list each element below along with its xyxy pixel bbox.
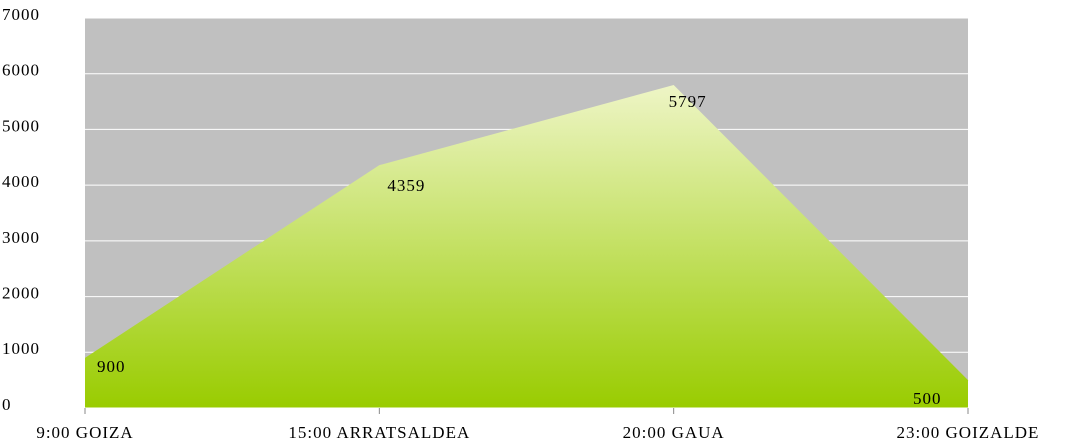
x-tick-label: 20:00 GAUA (623, 423, 725, 442)
x-tick-label: 23:00 GOIZALDE (897, 423, 1040, 442)
data-label: 900 (97, 357, 126, 376)
y-tick-label: 3000 (2, 228, 40, 247)
y-tick-label: 4000 (2, 172, 40, 191)
y-tick-label: 6000 (2, 61, 40, 80)
x-tick-label: 9:00 GOIZA (36, 423, 133, 442)
x-tick-label: 15:00 ARRATSALDEA (288, 423, 470, 442)
data-label: 5797 (669, 92, 707, 111)
y-tick-label: 0 (2, 395, 12, 414)
y-tick-label: 1000 (2, 339, 40, 358)
y-tick-label: 7000 (2, 5, 40, 24)
area (85, 85, 968, 408)
y-tick-label: 2000 (2, 283, 40, 302)
data-label: 4359 (387, 176, 425, 195)
data-label: 500 (913, 389, 942, 408)
y-tick-label: 5000 (2, 116, 40, 135)
